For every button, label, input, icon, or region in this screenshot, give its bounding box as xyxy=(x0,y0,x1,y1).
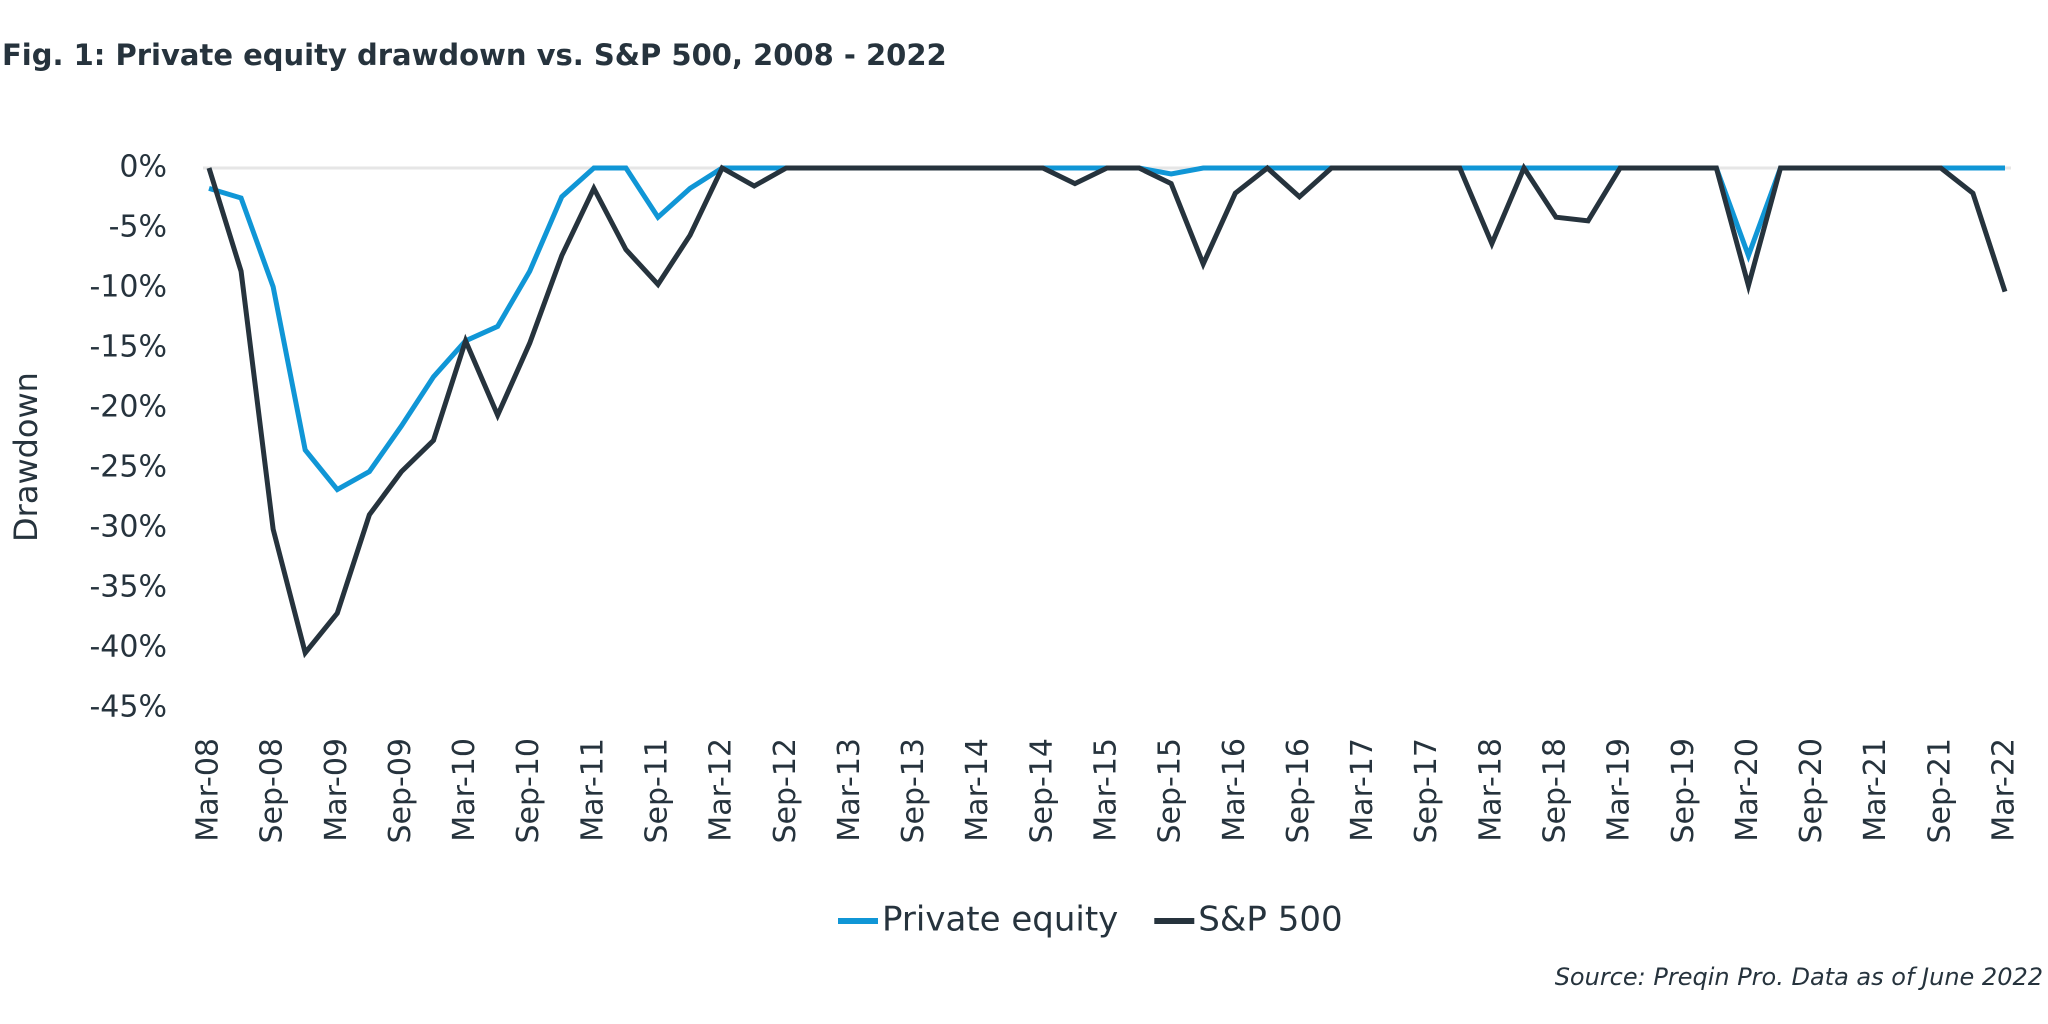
x-tick-label: Sep-08 xyxy=(255,738,290,844)
y-tick-label: -30% xyxy=(89,510,167,545)
x-tick-label: Sep-11 xyxy=(640,738,675,844)
x-tick-label: Sep-19 xyxy=(1666,738,1701,844)
y-tick-label: 0% xyxy=(119,150,167,185)
x-tick-label: Mar-11 xyxy=(575,738,610,842)
x-tick-label: Sep-16 xyxy=(1281,738,1316,844)
y-axis-label: Drawdown xyxy=(7,372,45,542)
legend-label: Private equity xyxy=(882,900,1118,940)
legend-label: S&P 500 xyxy=(1198,900,1342,940)
y-tick-label: -45% xyxy=(89,690,167,725)
x-tick-label: Sep-15 xyxy=(1153,738,1188,844)
x-tick-label: Sep-21 xyxy=(1922,738,1957,844)
y-tick-label: -25% xyxy=(89,450,167,485)
x-tick-label: Mar-14 xyxy=(960,738,995,842)
x-tick-label: Mar-17 xyxy=(1345,738,1380,842)
x-tick-label: Sep-12 xyxy=(768,738,803,844)
x-tick-label: Mar-20 xyxy=(1730,738,1765,842)
y-tick-label: -20% xyxy=(89,390,167,425)
x-tick-label: Mar-12 xyxy=(704,738,739,842)
x-tick-label: Mar-08 xyxy=(191,738,226,842)
x-tick-label: Mar-10 xyxy=(447,738,482,842)
x-tick-label: Mar-09 xyxy=(319,738,354,842)
x-tick-label: Mar-16 xyxy=(1217,738,1252,842)
x-tick-label: Mar-13 xyxy=(832,738,867,842)
x-tick-label: Mar-22 xyxy=(1987,738,2022,842)
y-tick-label: -35% xyxy=(89,570,167,605)
x-tick-label: Sep-09 xyxy=(383,738,418,844)
y-tick-label: -5% xyxy=(109,210,167,245)
y-tick-label: -40% xyxy=(89,630,167,665)
x-tick-label: Sep-20 xyxy=(1794,738,1829,844)
x-tick-label: Sep-10 xyxy=(511,738,546,844)
x-tick-label: Sep-14 xyxy=(1024,738,1059,844)
x-tick-label: Mar-15 xyxy=(1089,738,1124,842)
x-tick-label: Mar-19 xyxy=(1602,738,1637,842)
y-tick-label: -15% xyxy=(89,330,167,365)
x-tick-label: Sep-17 xyxy=(1409,738,1444,844)
x-tick-label: Mar-21 xyxy=(1858,738,1893,842)
y-tick-label: -10% xyxy=(89,270,167,305)
source-note: Source: Preqin Pro. Data as of June 2022 xyxy=(1555,963,2043,991)
x-tick-label: Sep-18 xyxy=(1538,738,1573,844)
x-tick-label: Sep-13 xyxy=(896,738,931,844)
data-line xyxy=(206,162,2008,659)
data-line xyxy=(208,165,2005,493)
x-tick-label: Mar-18 xyxy=(1473,738,1508,842)
chart-title: Fig. 1: Private equity drawdown vs. S&P … xyxy=(2,38,947,72)
